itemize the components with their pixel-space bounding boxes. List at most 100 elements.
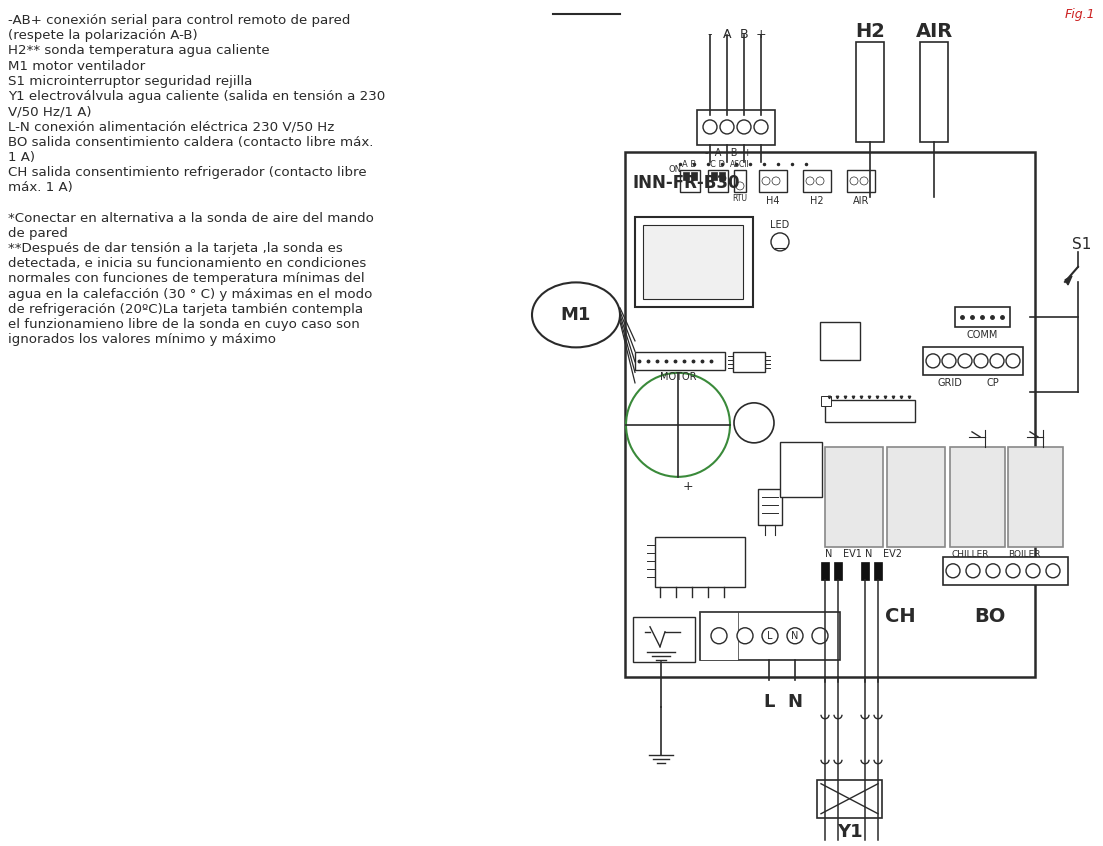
Bar [1008,447,1063,547]
Text: M1 motor ventilador: M1 motor ventilador [8,59,146,73]
Text: CHILLER: CHILLER [952,550,989,559]
Bar [759,170,788,192]
Bar [943,557,1068,585]
Text: ignorados los valores mínimo y máximo: ignorados los valores mínimo y máximo [8,333,276,346]
Text: H2: H2 [855,22,885,41]
Text: (respete la polarización A-B): (respete la polarización A-B) [8,30,197,42]
Bar [820,321,860,360]
Text: CH salida consentimiento refrigerador (contacto libre: CH salida consentimiento refrigerador (c… [8,166,366,179]
Text: -: - [708,28,713,41]
Circle shape [946,563,960,578]
Bar [697,110,775,145]
Text: LED: LED [770,220,790,230]
Bar [681,170,700,192]
Bar [733,352,765,372]
Bar [817,780,882,818]
Circle shape [703,120,717,134]
Text: L-N conexión alimentación eléctrica 230 V/50 Hz: L-N conexión alimentación eléctrica 230 … [8,120,334,134]
Circle shape [1046,563,1060,578]
Text: AIR: AIR [853,196,869,206]
Text: agua en la calefacción (30 ° C) y máximas en el modo: agua en la calefacción (30 ° C) y máxima… [8,288,373,300]
Text: H2** sonda temperatura agua caliente: H2** sonda temperatura agua caliente [8,44,269,58]
Text: máx. 1 A): máx. 1 A) [8,181,73,194]
Text: B: B [740,28,748,41]
Text: +: + [683,480,694,493]
Text: AIR: AIR [917,22,954,41]
Bar [950,447,1005,547]
Circle shape [966,563,979,578]
Text: Y1: Y1 [837,822,863,841]
Bar [847,170,875,192]
Bar [758,489,782,525]
Bar [625,152,1035,677]
Text: L: L [763,693,774,711]
Text: H2: H2 [811,196,824,206]
Circle shape [720,120,733,134]
Bar [825,447,884,547]
Text: N: N [788,693,803,711]
Text: de refrigeración (20ºC)La tarjeta también contempla: de refrigeración (20ºC)La tarjeta tambié… [8,303,363,316]
Text: COMM: COMM [966,330,998,340]
Bar [780,442,822,497]
Bar [856,42,884,142]
Circle shape [772,177,780,185]
Circle shape [733,403,774,442]
Bar [635,352,725,370]
Circle shape [737,628,753,644]
Circle shape [806,177,814,185]
Bar [861,562,869,580]
Text: EV2: EV2 [884,549,902,559]
Bar [821,396,831,406]
Circle shape [627,373,730,477]
Circle shape [754,120,768,134]
Bar [874,562,882,580]
Circle shape [762,177,770,185]
Polygon shape [1065,276,1072,285]
Bar [711,172,717,180]
Bar [719,172,725,180]
Text: BOILER: BOILER [1008,550,1040,559]
Text: A: A [722,28,731,41]
Text: detectada, e inicia su funcionamiento en condiciones: detectada, e inicia su funcionamiento en… [8,257,366,270]
Text: S1: S1 [1072,237,1091,252]
Circle shape [711,628,727,644]
Text: MOTOR: MOTOR [660,372,696,382]
Text: normales con funciones de temperatura mínimas del: normales con funciones de temperatura mí… [8,272,365,285]
Text: S1 microinterruptor seguridad rejilla: S1 microinterruptor seguridad rejilla [8,74,253,88]
Text: BO salida consentimiento caldera (contacto libre máx.: BO salida consentimiento caldera (contac… [8,135,374,149]
Bar [655,537,745,587]
Bar [955,307,1010,327]
Bar [643,225,743,299]
Text: *Conectar en alternativa a la sonda de aire del mando: *Conectar en alternativa a la sonda de a… [8,212,374,224]
Bar [803,170,831,192]
Circle shape [1006,354,1020,368]
Circle shape [942,354,956,368]
Bar [733,170,746,192]
Circle shape [736,182,745,190]
Text: Fig.1: Fig.1 [1064,8,1095,21]
Bar [825,400,915,422]
Text: N: N [825,549,833,559]
Text: 1 A): 1 A) [8,151,35,164]
Text: L: L [768,631,773,640]
Bar [700,612,840,660]
Circle shape [1006,563,1020,578]
Circle shape [816,177,824,185]
Bar [633,617,695,662]
Circle shape [990,354,1004,368]
Text: C D: C D [709,160,725,169]
Bar [834,562,842,580]
Text: EV1: EV1 [843,549,861,559]
Text: -  A   B  +: - A B + [705,148,752,158]
Text: M1: M1 [560,306,591,324]
Text: el funzionamieno libre de la sonda en cuyo caso son: el funzionamieno libre de la sonda en cu… [8,318,360,331]
Text: CH: CH [885,607,915,626]
Bar [821,562,829,580]
Bar [923,347,1022,375]
Bar [700,612,738,660]
Text: -AB+ conexión serial para control remoto de pared: -AB+ conexión serial para control remoto… [8,14,351,27]
Circle shape [986,563,1000,578]
Circle shape [1026,563,1040,578]
Text: ON: ON [668,165,682,174]
Text: H4: H4 [767,196,780,206]
